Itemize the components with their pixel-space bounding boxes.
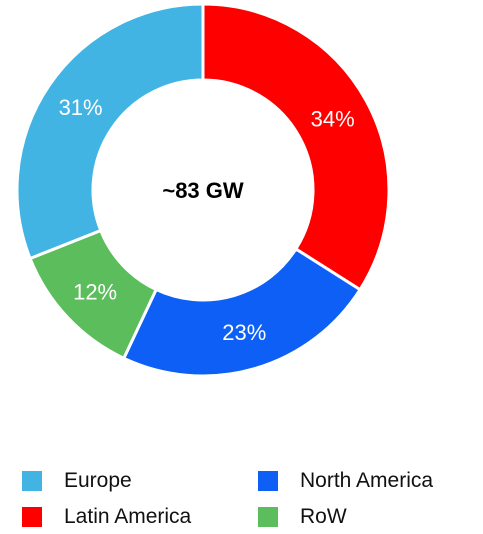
slice-labels: 34% 23% 12% 31% bbox=[59, 95, 355, 345]
slice-label-europe: 31% bbox=[59, 95, 103, 120]
legend-item-latin-america: Latin America bbox=[22, 504, 191, 530]
legend-label-row: RoW bbox=[300, 505, 347, 528]
slice-label-north-america: 23% bbox=[222, 320, 266, 345]
legend-swatch-north-america bbox=[258, 471, 278, 491]
legend-swatch-europe bbox=[22, 471, 42, 491]
legend-label-north-america: North America bbox=[300, 469, 434, 492]
donut-slices bbox=[15, 2, 391, 378]
slice-north-america bbox=[121, 246, 363, 378]
slice-label-row: 12% bbox=[73, 279, 117, 304]
legend-label-latin-america: Latin America bbox=[64, 505, 192, 528]
legend-item-europe: Europe bbox=[22, 468, 132, 494]
donut-chart: 34% 23% 12% 31% ~83 GW bbox=[15, 2, 391, 378]
legend-label-europe: Europe bbox=[64, 469, 132, 492]
slice-latin-america bbox=[201, 2, 391, 292]
legend-swatch-latin-america bbox=[22, 507, 42, 527]
slice-europe bbox=[15, 2, 205, 261]
legend-item-row: RoW bbox=[258, 504, 347, 530]
chart-legend: Europe North America Latin America RoW bbox=[22, 468, 482, 532]
center-total-label: ~83 GW bbox=[162, 178, 244, 203]
legend-item-north-america: North America bbox=[258, 468, 433, 494]
legend-swatch-row bbox=[258, 507, 278, 527]
slice-label-latin-america: 34% bbox=[311, 107, 355, 132]
